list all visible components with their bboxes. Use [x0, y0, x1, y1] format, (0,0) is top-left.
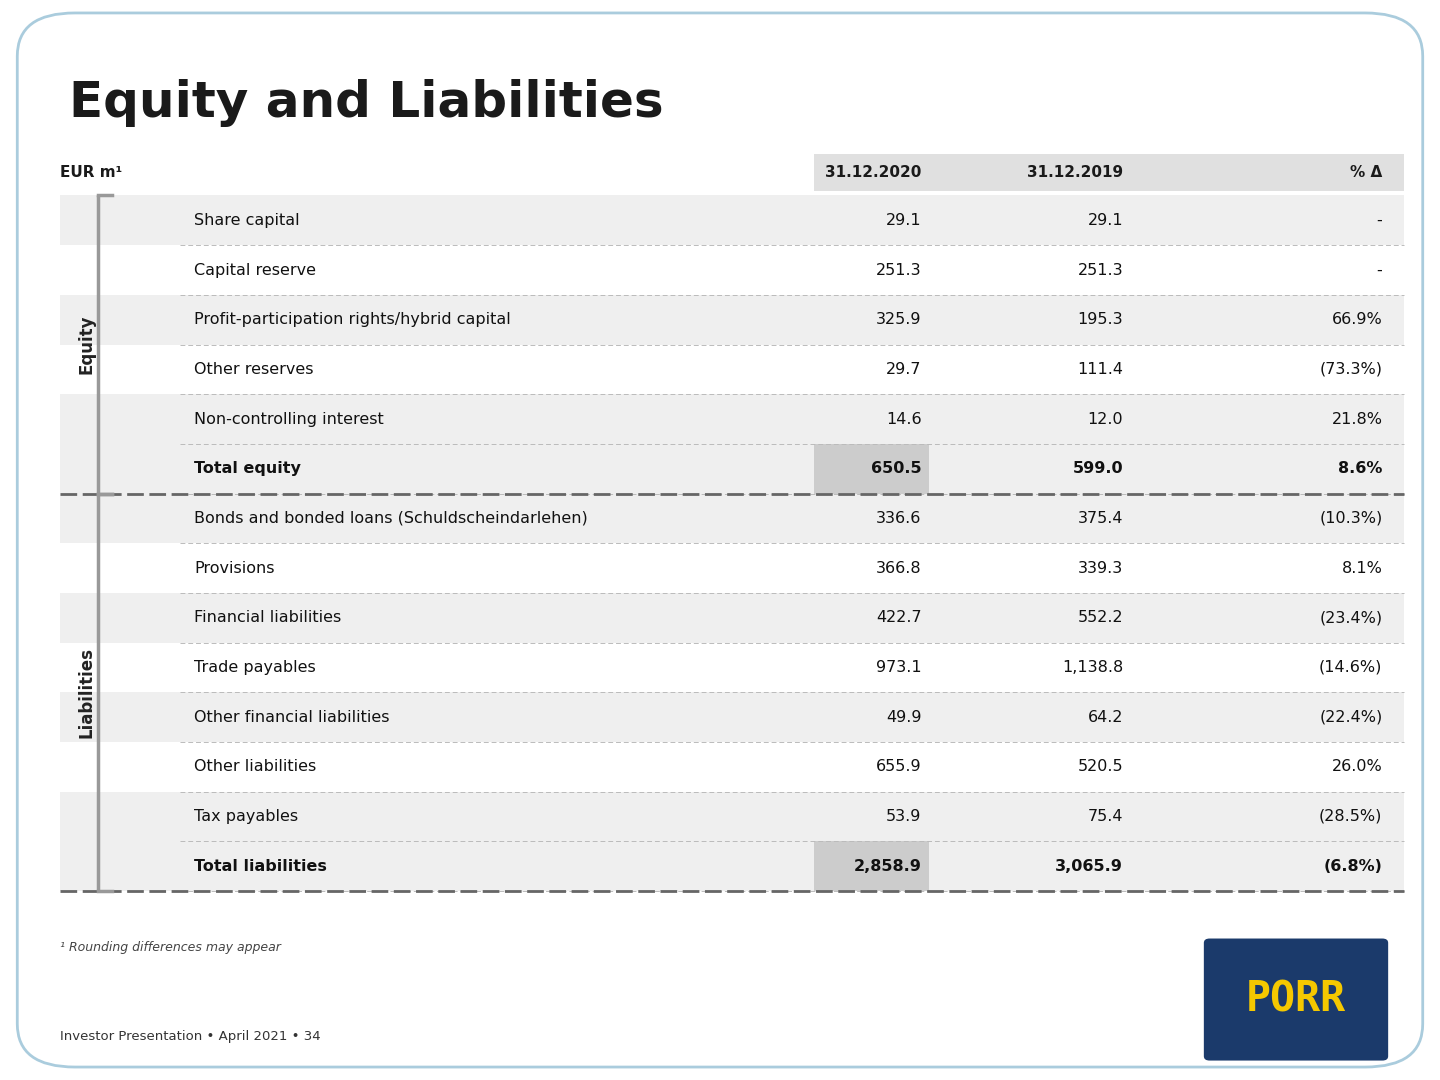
Text: Non-controlling interest: Non-controlling interest	[194, 411, 384, 427]
Text: 336.6: 336.6	[876, 511, 922, 526]
Text: 66.9%: 66.9%	[1332, 312, 1382, 327]
Text: 195.3: 195.3	[1077, 312, 1123, 327]
Text: 75.4: 75.4	[1087, 809, 1123, 824]
Text: Capital reserve: Capital reserve	[194, 262, 317, 278]
Text: 552.2: 552.2	[1077, 610, 1123, 625]
Text: 14.6: 14.6	[886, 411, 922, 427]
Text: Provisions: Provisions	[194, 561, 275, 576]
Text: 973.1: 973.1	[876, 660, 922, 675]
Text: 520.5: 520.5	[1077, 759, 1123, 774]
Text: (14.6%): (14.6%)	[1319, 660, 1382, 675]
Text: (6.8%): (6.8%)	[1323, 859, 1382, 874]
Text: 2,858.9: 2,858.9	[854, 859, 922, 874]
Text: 375.4: 375.4	[1077, 511, 1123, 526]
Text: -: -	[1377, 213, 1382, 228]
Text: 650.5: 650.5	[871, 461, 922, 476]
Text: Profit-participation rights/hybrid capital: Profit-participation rights/hybrid capit…	[194, 312, 511, 327]
Text: 422.7: 422.7	[876, 610, 922, 625]
Text: PORR: PORR	[1246, 978, 1346, 1021]
Text: Other financial liabilities: Other financial liabilities	[194, 710, 390, 725]
Text: 29.1: 29.1	[1087, 213, 1123, 228]
Text: Investor Presentation • April 2021 • 34: Investor Presentation • April 2021 • 34	[60, 1030, 321, 1043]
Text: 1,138.8: 1,138.8	[1061, 660, 1123, 675]
Text: Tax payables: Tax payables	[194, 809, 298, 824]
Text: (73.3%): (73.3%)	[1319, 362, 1382, 377]
Text: Financial liabilities: Financial liabilities	[194, 610, 341, 625]
Text: Other liabilities: Other liabilities	[194, 759, 317, 774]
Text: Total equity: Total equity	[194, 461, 301, 476]
Text: -: -	[1377, 262, 1382, 278]
Text: ¹ Rounding differences may appear: ¹ Rounding differences may appear	[60, 941, 281, 954]
Text: 111.4: 111.4	[1077, 362, 1123, 377]
Text: Other reserves: Other reserves	[194, 362, 314, 377]
Text: (23.4%): (23.4%)	[1319, 610, 1382, 625]
Text: 366.8: 366.8	[876, 561, 922, 576]
Text: 325.9: 325.9	[876, 312, 922, 327]
Text: Share capital: Share capital	[194, 213, 300, 228]
Text: 29.1: 29.1	[886, 213, 922, 228]
Text: 12.0: 12.0	[1087, 411, 1123, 427]
Text: EUR m¹: EUR m¹	[60, 165, 122, 180]
Text: 339.3: 339.3	[1079, 561, 1123, 576]
Text: 251.3: 251.3	[1077, 262, 1123, 278]
Text: 31.12.2019: 31.12.2019	[1027, 165, 1123, 180]
Text: 8.1%: 8.1%	[1342, 561, 1382, 576]
Text: 599.0: 599.0	[1073, 461, 1123, 476]
Text: Total liabilities: Total liabilities	[194, 859, 327, 874]
Text: 31.12.2020: 31.12.2020	[825, 165, 922, 180]
Text: 49.9: 49.9	[886, 710, 922, 725]
Text: 8.6%: 8.6%	[1338, 461, 1382, 476]
Text: 655.9: 655.9	[876, 759, 922, 774]
Text: (22.4%): (22.4%)	[1319, 710, 1382, 725]
Text: 29.7: 29.7	[886, 362, 922, 377]
Text: 3,065.9: 3,065.9	[1056, 859, 1123, 874]
Text: 26.0%: 26.0%	[1332, 759, 1382, 774]
Text: Liabilities: Liabilities	[78, 647, 95, 738]
Text: 21.8%: 21.8%	[1332, 411, 1382, 427]
Text: 53.9: 53.9	[886, 809, 922, 824]
Text: Trade payables: Trade payables	[194, 660, 317, 675]
Text: (10.3%): (10.3%)	[1319, 511, 1382, 526]
Text: % Δ: % Δ	[1351, 165, 1382, 180]
Text: 64.2: 64.2	[1087, 710, 1123, 725]
Text: Bonds and bonded loans (Schuldscheindarlehen): Bonds and bonded loans (Schuldscheindarl…	[194, 511, 588, 526]
Text: (28.5%): (28.5%)	[1319, 809, 1382, 824]
Text: 251.3: 251.3	[876, 262, 922, 278]
Text: Equity and Liabilities: Equity and Liabilities	[69, 79, 664, 126]
Text: Equity: Equity	[78, 314, 95, 375]
